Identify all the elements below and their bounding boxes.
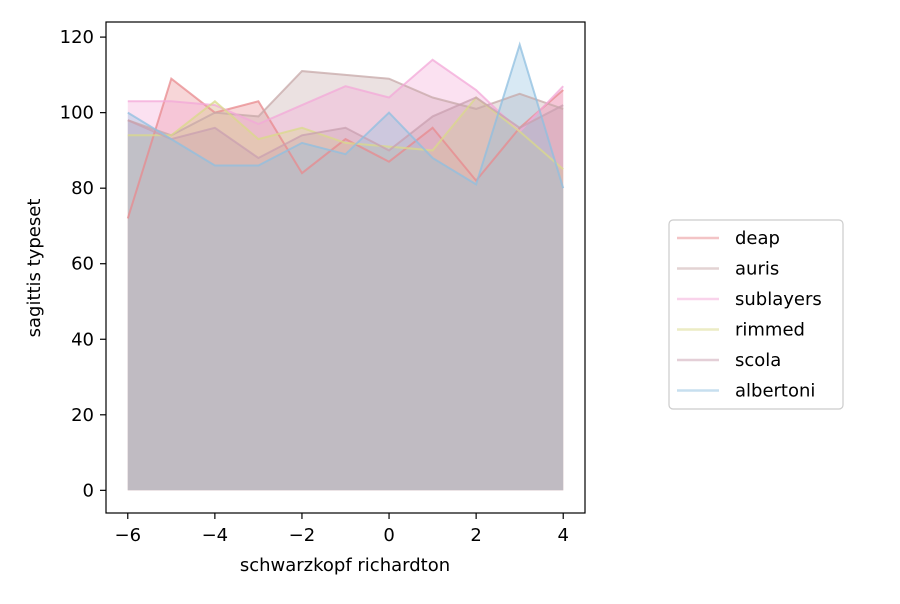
y-tick-label: 0 xyxy=(83,480,94,501)
series-lines xyxy=(126,41,565,219)
area-sublayers xyxy=(127,59,564,491)
line-albertoni xyxy=(127,41,565,189)
legend-label: scola xyxy=(735,350,781,371)
line-sublayers xyxy=(127,58,564,133)
x-tick-label: −6 xyxy=(114,525,141,546)
x-tick-label: 2 xyxy=(470,525,481,546)
x-tick-label: 4 xyxy=(558,525,569,546)
y-axis-label: sagittis typeset xyxy=(24,199,45,338)
area-auris xyxy=(127,71,564,491)
y-tick-label: 100 xyxy=(60,103,94,124)
x-tick-label: −4 xyxy=(202,525,229,546)
area-albertoni xyxy=(127,44,564,491)
x-axis-label: schwarzkopf richardton xyxy=(240,555,450,576)
y-tick-label: 120 xyxy=(60,27,94,48)
x-axis: −6 −4 −2 0 2 4 xyxy=(114,513,569,546)
y-tick-label: 60 xyxy=(71,254,94,275)
legend-label: deap xyxy=(735,228,780,249)
y-tick-label: 40 xyxy=(71,329,94,350)
line-scola xyxy=(127,96,564,160)
area-deap xyxy=(127,78,564,491)
y-tick-label: 80 xyxy=(71,178,94,199)
line-deap xyxy=(126,77,564,219)
area-scola xyxy=(127,97,564,491)
legend-label: albertoni xyxy=(735,381,815,402)
area-rimmed xyxy=(127,97,564,491)
plot-frame xyxy=(105,21,586,514)
legend-label: rimmed xyxy=(735,320,805,341)
y-axis: 0 20 40 60 80 100 120 xyxy=(60,27,106,501)
legend-label: sublayers xyxy=(735,289,822,310)
y-tick-label: 20 xyxy=(71,405,94,426)
line-rimmed xyxy=(127,96,564,171)
x-tick-label: −2 xyxy=(289,525,316,546)
x-tick-label: 0 xyxy=(383,525,394,546)
series-areas xyxy=(127,44,564,491)
legend-label: auris xyxy=(735,259,779,280)
legend: deap auris sublayers rimmed scola albertoni xyxy=(668,219,844,410)
